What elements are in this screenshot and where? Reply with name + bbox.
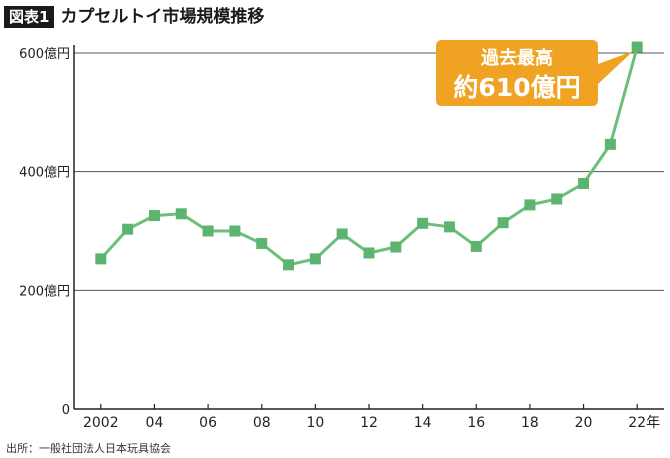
y-tick-label: 0: [62, 403, 70, 418]
chart-header: 図表1 カプセルトイ市場規模推移: [4, 5, 264, 29]
callout-line2: 約610億円: [453, 73, 580, 102]
y-tick-label: 400億円: [19, 165, 70, 181]
figure-badge: 図表1: [4, 6, 55, 28]
data-point-2009: [283, 259, 295, 271]
x-tick-label: 20: [575, 415, 593, 431]
x-tick-label: 22年: [628, 415, 660, 431]
data-point-2003: [122, 223, 134, 235]
x-tick-labels: 2002 04 06 08 10 12 14 16 18 20 22年: [83, 415, 660, 431]
y-tick-label: 600億円: [19, 46, 70, 62]
x-tick-label: 04: [146, 415, 164, 431]
callout-line1: 過去最高: [481, 47, 553, 69]
data-point-2005: [175, 208, 187, 220]
data-point-2012: [363, 247, 375, 259]
data-point-2011: [336, 228, 348, 240]
x-tick-label: 2002: [83, 415, 119, 431]
data-point-2019: [551, 193, 563, 205]
data-point-2016: [470, 240, 482, 252]
data-point-2013: [390, 241, 402, 253]
x-tick-label: 08: [253, 415, 271, 431]
y-tick-label: 200億円: [19, 283, 70, 299]
data-point-2020: [578, 178, 590, 190]
data-point-2015: [443, 221, 455, 233]
x-tick-label: 12: [360, 415, 378, 431]
data-point-2004: [148, 210, 160, 222]
data-point-2022: [631, 41, 643, 53]
data-point-2021: [604, 138, 616, 150]
data-point-2017: [497, 217, 509, 229]
callout-box: [436, 40, 634, 106]
axes: [73, 45, 664, 410]
x-tick-label: 06: [199, 415, 217, 431]
data-point-2008: [256, 237, 268, 249]
data-point-2006: [202, 225, 214, 237]
x-tick-label: 16: [467, 415, 485, 431]
x-tick-label: 18: [521, 415, 539, 431]
data-point-2018: [524, 199, 536, 211]
data-point-2007: [229, 225, 241, 237]
y-tick-labels: 0 200億円 400億円 600億円: [19, 46, 70, 418]
data-point-2002: [95, 253, 107, 265]
data-point-2014: [417, 217, 429, 229]
data-point-2010: [309, 253, 321, 265]
x-tick-label: 10: [306, 415, 324, 431]
chart-title: カプセルトイ市場規模推移: [60, 7, 265, 27]
record-callout: 過去最高 約610億円: [436, 40, 634, 106]
data-points: [95, 41, 643, 271]
x-tick-label: 14: [414, 415, 432, 431]
source-note: 出所：一般社団法人日本玩具協会: [6, 442, 171, 455]
